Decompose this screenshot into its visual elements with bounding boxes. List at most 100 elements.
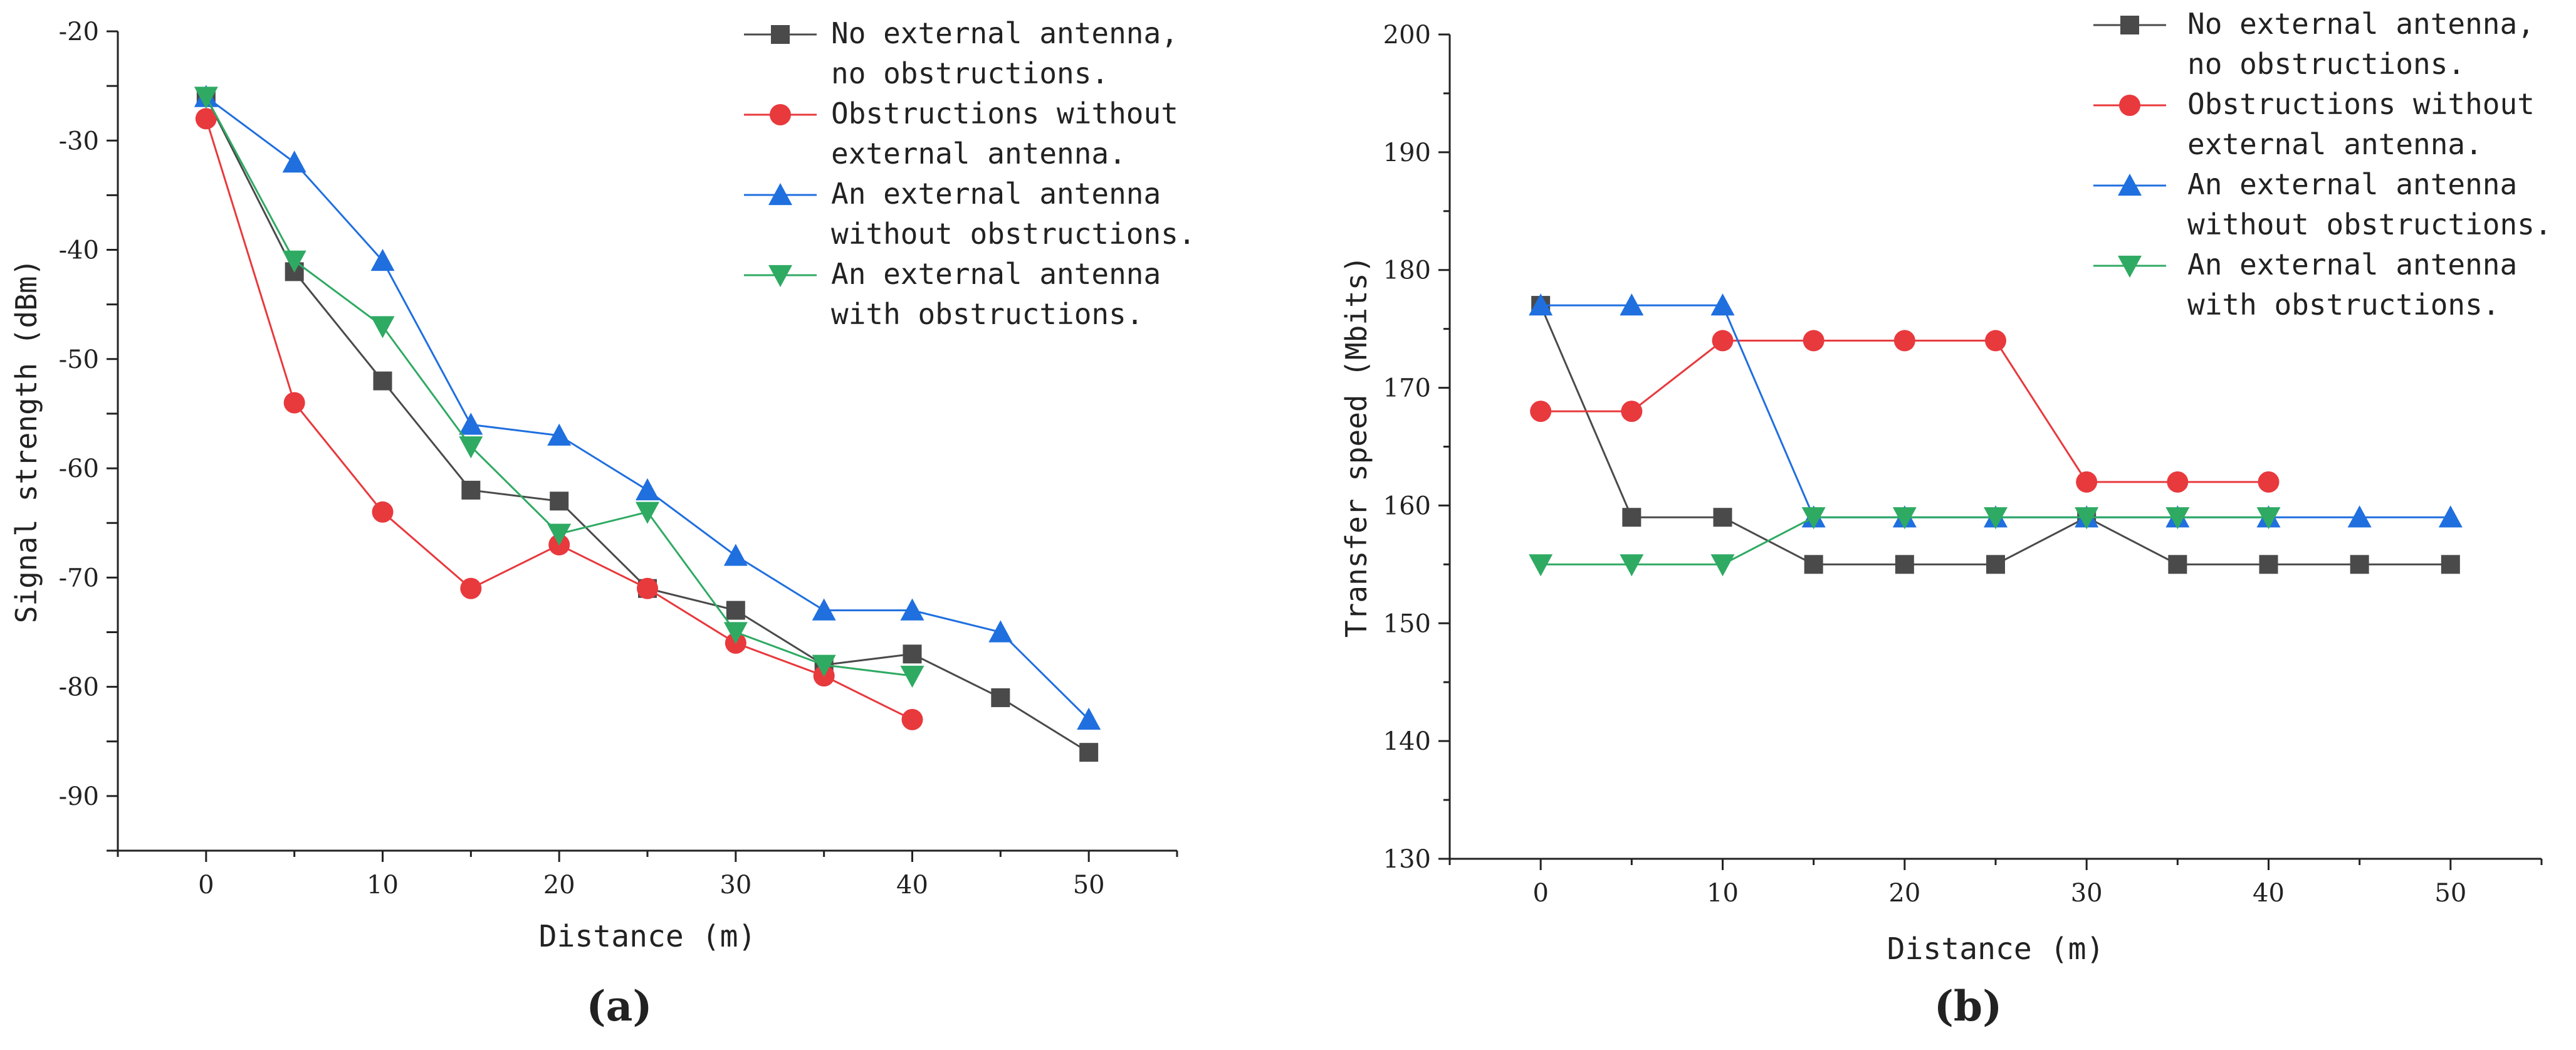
x-tick-label: 10: [367, 871, 399, 900]
data-point: [2256, 507, 2281, 530]
data-point: [2347, 505, 2372, 528]
data-point: [1529, 293, 1553, 316]
data-point: [372, 501, 394, 523]
data-point: [283, 392, 305, 414]
legend-label: No external antenna,: [831, 16, 1178, 50]
y-tick-label: 190: [1383, 139, 1431, 167]
legend-label: no obstructions.: [831, 56, 1109, 90]
y-tick-label: 150: [1383, 609, 1431, 638]
x-tick-label: 10: [1707, 879, 1739, 908]
data-point: [194, 87, 218, 109]
data-point: [1803, 330, 1825, 352]
data-point: [1529, 554, 1553, 577]
series-line: [1541, 339, 2269, 483]
data-point: [1710, 554, 1735, 577]
data-point: [2438, 505, 2463, 528]
data-point: [1621, 401, 1643, 423]
data-point: [370, 248, 395, 271]
data-point: [2076, 471, 2098, 493]
series-3: [194, 87, 924, 688]
legend-marker: [768, 183, 792, 206]
data-point: [370, 316, 395, 339]
data-point: [1985, 330, 2006, 352]
data-point: [1079, 743, 1099, 762]
data-point: [460, 577, 482, 599]
panel-label: (a): [586, 982, 652, 1031]
data-point: [2441, 555, 2460, 574]
x-tick-label: 20: [543, 871, 575, 900]
x-tick-label: 20: [1888, 879, 1920, 908]
x-tick-label: 0: [1532, 879, 1548, 908]
y-tick-label: -50: [59, 345, 99, 374]
data-point: [723, 543, 748, 566]
data-point: [195, 108, 217, 130]
legend-marker: [2119, 95, 2140, 116]
y-tick-label: 140: [1383, 727, 1431, 756]
x-tick-label: 0: [198, 871, 214, 900]
data-point: [282, 150, 306, 173]
data-point: [1077, 707, 1101, 730]
data-point: [636, 478, 659, 501]
legend-label: An external antenna: [2187, 167, 2517, 201]
legend: No external antenna, no obstructions. Obst…: [2093, 7, 2552, 322]
legend-label: with obstructions.: [2187, 288, 2500, 322]
data-point: [459, 436, 483, 459]
y-tick-label: -80: [59, 673, 99, 702]
data-point: [637, 577, 658, 599]
x-axis-label: Distance (m): [1887, 932, 2105, 967]
data-point: [991, 688, 1010, 708]
series-2: [1529, 293, 2463, 528]
data-point: [2167, 471, 2189, 493]
y-tick-label: 200: [1383, 21, 1431, 50]
legend-label: Obstructions without: [2187, 87, 2535, 121]
legend-marker: [2120, 16, 2139, 34]
data-point: [1984, 507, 2008, 530]
legend-label: An external antenna: [2187, 248, 2517, 281]
data-point: [1712, 330, 1734, 352]
legend-marker: [770, 104, 791, 125]
legend-label: An external antenna: [831, 257, 1161, 291]
data-point: [2259, 555, 2278, 574]
x-tick-label: 50: [1073, 871, 1105, 900]
data-point: [461, 480, 481, 500]
data-point: [903, 644, 922, 664]
legend-label: external antenna.: [2187, 127, 2483, 161]
series-line: [205, 96, 913, 677]
data-point: [550, 491, 569, 511]
legend-label: No external antenna,: [2187, 7, 2535, 41]
data-point: [2165, 507, 2190, 530]
data-point: [2258, 471, 2280, 493]
data-point: [373, 371, 392, 391]
legend: No external antenna, no obstructions. Obst…: [744, 16, 1196, 331]
data-point: [636, 501, 659, 524]
legend-label: An external antenna: [831, 177, 1161, 211]
y-tick-label: -30: [59, 127, 99, 155]
chart-a: -20 -30 -40 -50 -60 -70 -80 -90 0 10 20 30 40 50 Dista…: [9, 16, 1196, 1031]
data-point: [1620, 554, 1644, 577]
data-point: [1620, 293, 1644, 316]
legend-marker: [771, 25, 790, 44]
chart-b: 130 140 150 160 170 180 190 200 0 10 20 30 40 50 Dista…: [1339, 7, 2552, 1031]
data-point: [1893, 330, 1915, 352]
data-point: [900, 598, 924, 621]
series-0: [1531, 296, 2460, 574]
legend-marker: [2118, 255, 2142, 278]
y-tick-label: -70: [59, 564, 99, 592]
data-point: [1895, 555, 1914, 574]
legend-label: no obstructions.: [2187, 47, 2465, 81]
y-tick-label: -20: [59, 18, 99, 46]
x-tick-label: 40: [896, 871, 928, 900]
data-point: [1622, 508, 1641, 527]
legend-label: Obstructions without: [831, 97, 1178, 130]
panel-label: (b): [1934, 982, 2003, 1031]
data-point: [1804, 555, 1823, 574]
y-tick-label: 160: [1383, 491, 1431, 520]
y-tick-label: 170: [1383, 374, 1431, 403]
series-1: [195, 108, 923, 730]
legend-marker: [768, 265, 792, 287]
y-tick-label: -90: [59, 782, 99, 811]
legend-label: without obstructions.: [831, 217, 1196, 251]
data-point: [726, 601, 745, 620]
data-point: [988, 620, 1013, 643]
